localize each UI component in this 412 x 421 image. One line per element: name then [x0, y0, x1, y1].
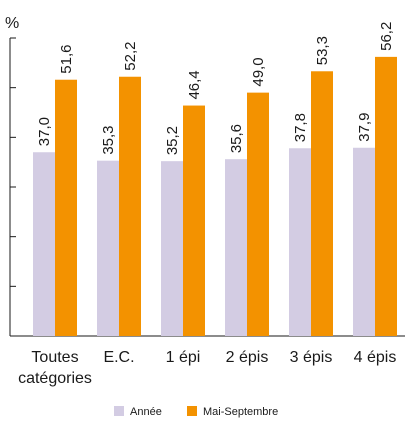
bar-value-label: 35,2 [164, 126, 181, 155]
chart-x-tick-labels: Toutes catégories E.C. 1 épi 2 épis 3 épis 4 é… [18, 349, 396, 387]
chart-value-labels: 37,0 51,6 35,3 52,2 35,2 46,4 35,6 49,0 37,8 53,3… [36, 22, 395, 156]
bar-annee [161, 161, 183, 336]
legend-swatch-mai-septembre [187, 406, 197, 416]
chart-bars [33, 56, 397, 337]
bar-mai-septembre [119, 76, 141, 337]
x-tick-label: E.C. [103, 349, 134, 366]
bar-annee [289, 148, 311, 336]
legend-label-mai-septembre: Mai-Septembre [203, 406, 278, 418]
bar-mai-septembre [375, 56, 397, 337]
bar-value-label: 49,0 [250, 57, 267, 86]
bar-value-label: 52,2 [122, 42, 139, 71]
bar-value-label: 51,6 [58, 45, 75, 74]
bar-value-label: 37,8 [292, 113, 309, 142]
chart-legend: Année Mai-Septembre [114, 406, 278, 418]
bar-value-label: 53,3 [314, 36, 331, 65]
x-tick-label: catégories [18, 370, 92, 387]
bar-mai-septembre [311, 71, 333, 336]
bar-mai-septembre [247, 92, 269, 336]
y-axis-unit: % [5, 15, 19, 32]
bar-mai-septembre [183, 105, 205, 337]
bar-value-label: 46,4 [186, 70, 203, 99]
bar-annee [353, 147, 375, 336]
bar-value-label: 35,3 [100, 125, 117, 154]
x-tick-label: Toutes [31, 349, 78, 366]
legend-label-annee: Année [130, 406, 162, 418]
bar-mai-septembre [55, 79, 77, 336]
x-tick-label: 1 épi [166, 349, 201, 366]
bar-annee [33, 152, 55, 336]
x-tick-label: 4 épis [354, 349, 397, 366]
bar-value-label: 37,0 [36, 117, 53, 146]
bar-value-label: 37,9 [356, 113, 373, 142]
legend-swatch-annee [114, 406, 124, 416]
bar-annee [225, 159, 247, 336]
x-tick-label: 2 épis [226, 349, 269, 366]
x-tick-label: 3 épis [290, 349, 333, 366]
bar-annee [97, 160, 119, 336]
bar-value-label: 56,2 [378, 22, 395, 51]
bar-value-label: 35,6 [228, 124, 245, 153]
